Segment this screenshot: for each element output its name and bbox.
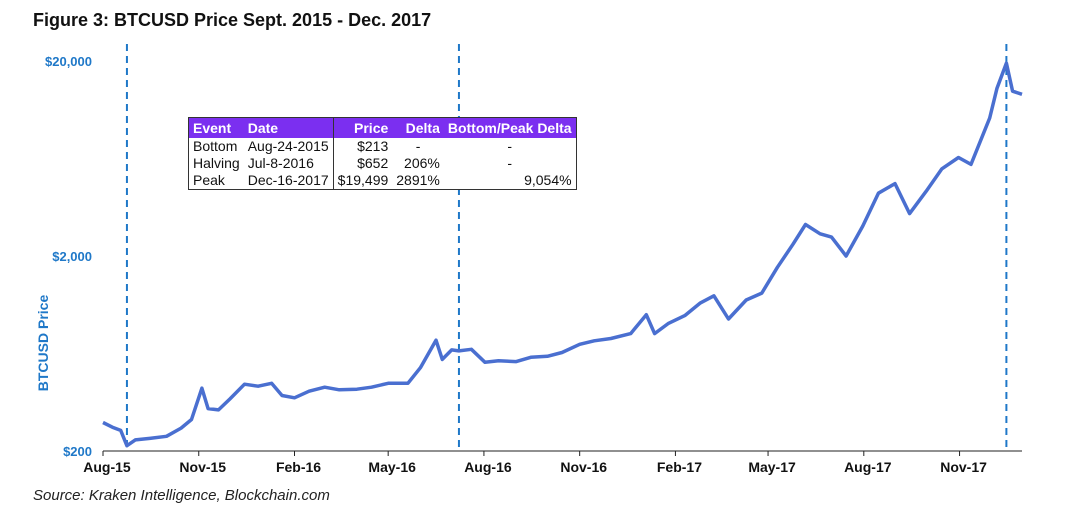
x-tick-label: Aug-15: [83, 459, 131, 475]
table-cell-event: Halving: [193, 155, 240, 171]
table-cell-date: Dec-16-2017: [243, 172, 334, 190]
table-cell-bottom-peak-delta: -: [507, 155, 513, 171]
x-tick-label: Aug-17: [844, 459, 892, 475]
table-header-row: Event Date Price Delta Bottom/Peak Delta: [188, 117, 577, 138]
x-tick-label: Feb-16: [276, 459, 321, 475]
table-cell-delta: 2891%: [396, 172, 440, 188]
table-header-price: Price: [333, 117, 393, 138]
x-tick-labels: Aug-15 Nov-15 Feb-16 May-16 Aug-16 Nov-16 Feb-…: [83, 451, 987, 475]
x-tick-label: Feb-17: [657, 459, 702, 475]
y-tick-label-20000: $20,000: [45, 54, 92, 69]
table-header-date: Date: [243, 117, 334, 138]
x-tick-label: May-16: [368, 459, 416, 475]
table-cell-price: $213: [357, 138, 389, 154]
table-header-delta: Delta: [392, 117, 444, 138]
events-table: Event Date Price Delta Bottom/Peak Delta…: [188, 117, 577, 190]
y-tick-label-2000: $2,000: [52, 249, 92, 264]
table-row: Halving Jul-8-2016 $652 206% -: [189, 155, 577, 172]
y-tick-label-200: $200: [63, 444, 92, 459]
y-axis-label: BTCUSD Price: [35, 295, 51, 392]
event-lines: [125, 44, 1008, 451]
table-cell-bottom-peak-delta: -: [507, 138, 513, 154]
chart-axes: $20,000 $2,000 $200 BTCUSD Price: [35, 54, 1022, 459]
table-cell-event: Bottom: [193, 138, 238, 154]
table-cell-date: Jul-8-2016: [243, 155, 334, 172]
table-header-event: Event: [188, 117, 244, 138]
table-header-bottom-peak-delta: Bottom/Peak Delta: [443, 117, 577, 138]
series-layer: [102, 61, 1023, 448]
x-tick-label: Nov-15: [179, 459, 226, 475]
series-line-0: [102, 61, 1023, 448]
table-cell-price: $652: [357, 155, 389, 171]
table-cell-bottom-peak-delta: 9,054%: [524, 172, 572, 188]
table-cell-delta: -: [415, 138, 421, 154]
chart-title: Figure 3: BTCUSD Price Sept. 2015 - Dec.…: [33, 10, 432, 30]
table-cell-date: Aug-24-2015: [243, 138, 334, 155]
x-tick-label: Nov-17: [940, 459, 987, 475]
table-cell-price: $19,499: [337, 172, 389, 188]
table-cell-delta: 206%: [404, 155, 440, 171]
x-tick-label: May-17: [748, 459, 796, 475]
table-cell-event: Peak: [193, 172, 225, 188]
x-tick-label: Nov-16: [560, 459, 607, 475]
x-tick-label: Aug-16: [464, 459, 512, 475]
table-row: Bottom Aug-24-2015 $213 - -: [189, 138, 577, 155]
source-note: Source: Kraken Intelligence, Blockchain.…: [33, 487, 330, 504]
table-row: Peak Dec-16-2017 $19,499 2891% 9,054%: [189, 172, 577, 190]
